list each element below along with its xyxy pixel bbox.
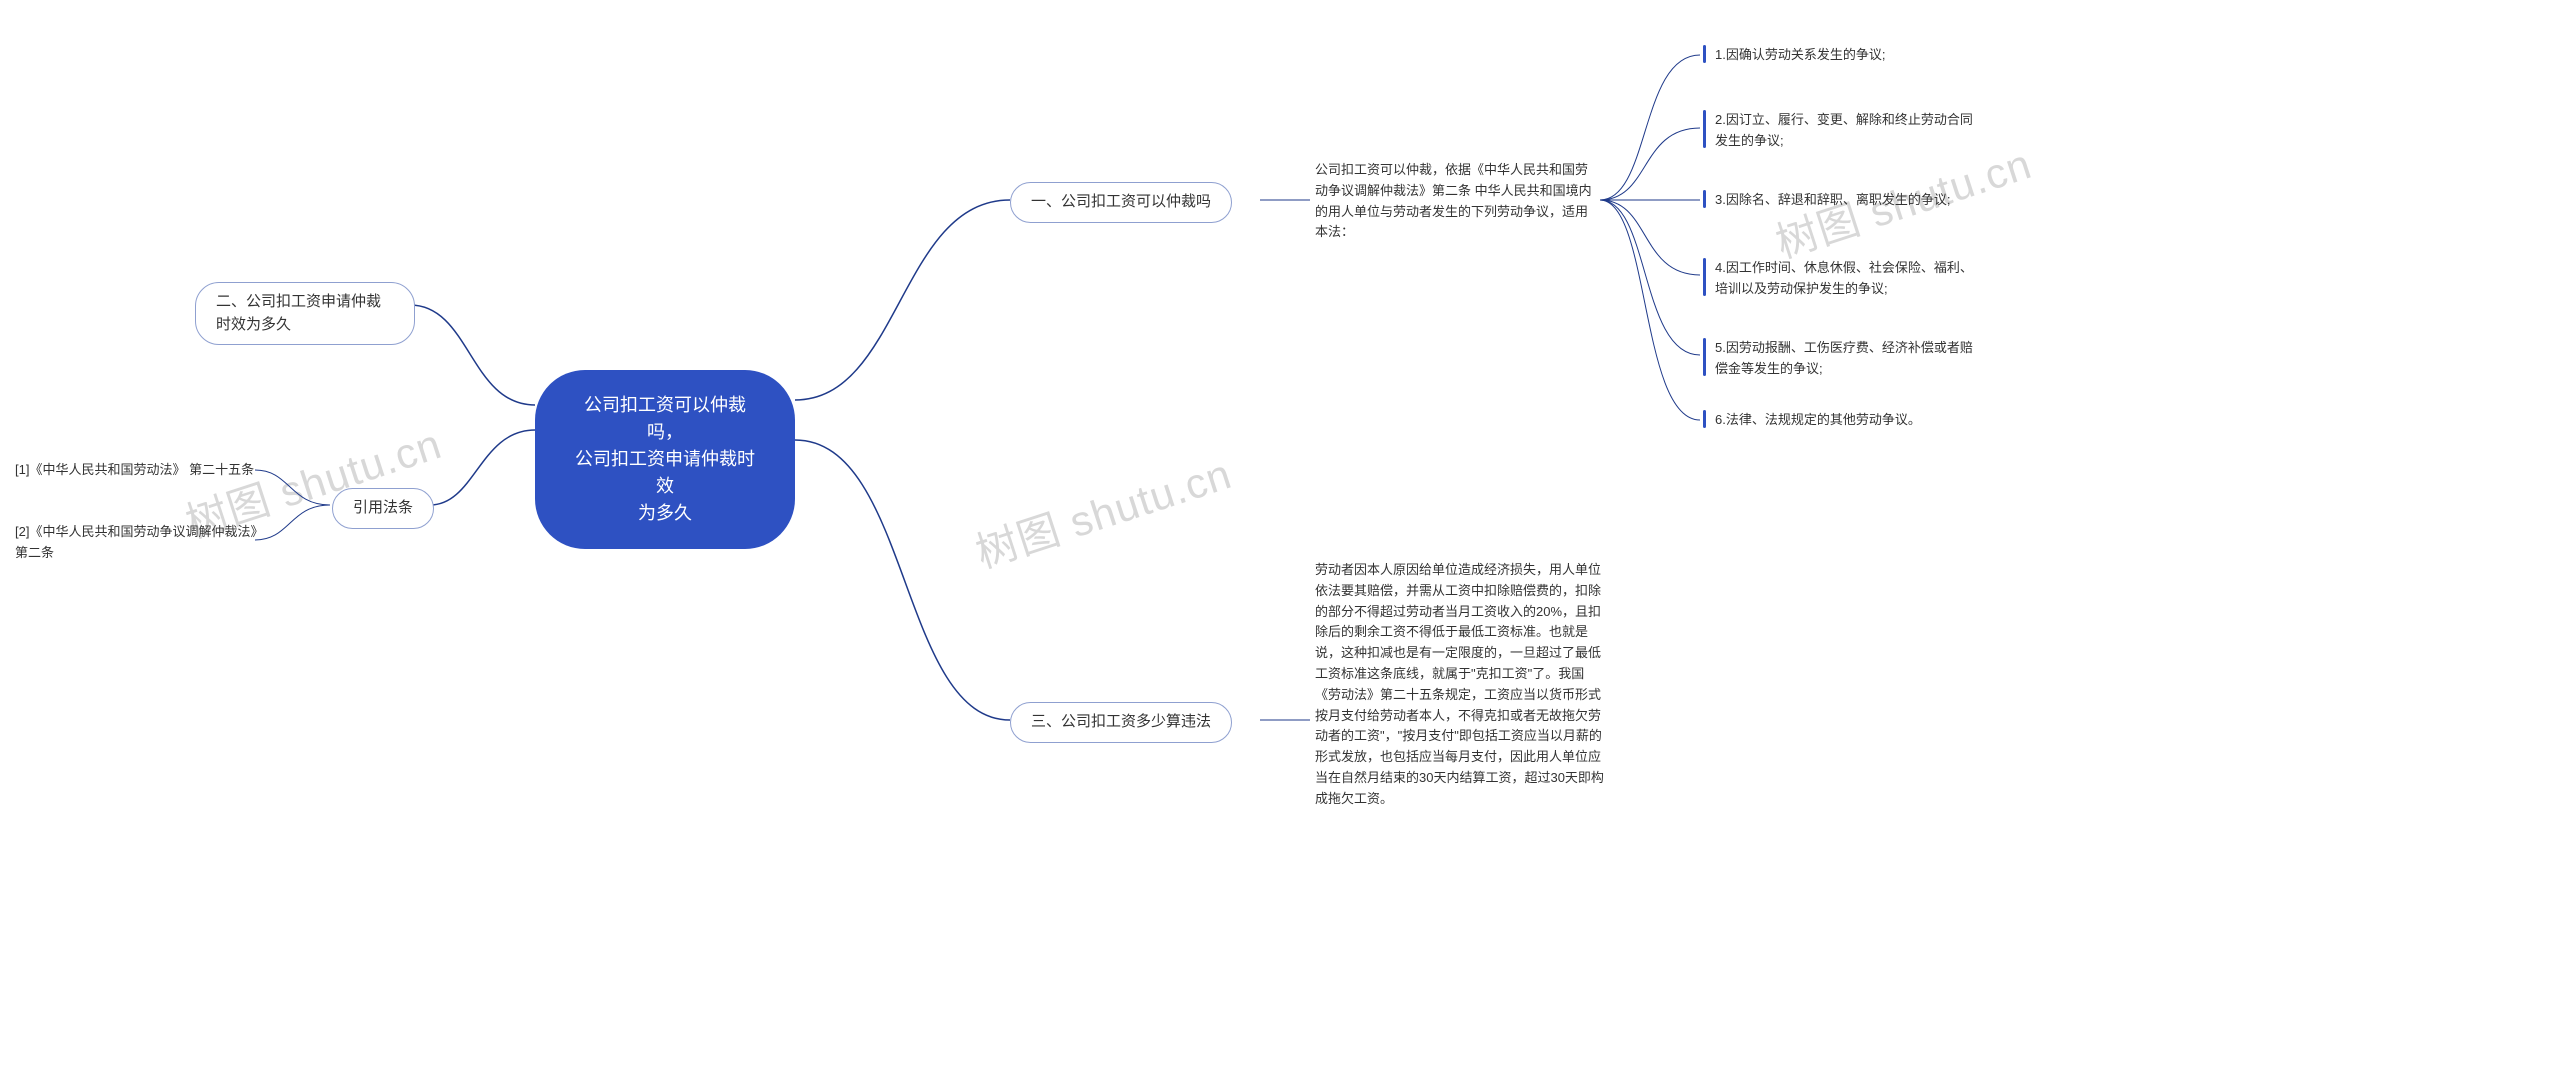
accent-bar bbox=[1703, 258, 1706, 296]
accent-bar bbox=[1703, 410, 1706, 428]
leaf-1-2: 2.因订立、履行、变更、解除和终止劳动合同发生的争议; bbox=[1715, 110, 1975, 152]
center-line-1: 公司扣工资可以仲裁吗， bbox=[573, 392, 757, 446]
branch-left-refs: 引用法条 bbox=[332, 488, 434, 529]
accent-bar bbox=[1703, 110, 1706, 148]
leaf-1-6: 6.法律、法规规定的其他劳动争议。 bbox=[1715, 410, 1921, 431]
leaf-1-1: 1.因确认劳动关系发生的争议; bbox=[1715, 45, 1885, 66]
watermark: 树图 shutu.cn bbox=[967, 440, 1238, 580]
accent-bar bbox=[1703, 338, 1706, 376]
accent-bar bbox=[1703, 190, 1706, 208]
branch-right-3-detail: 劳动者因本人原因给单位造成经济损失，用人单位依法要其赔偿，并需从工资中扣除赔偿费… bbox=[1315, 560, 1605, 810]
leaf-1-4: 4.因工作时间、休息休假、社会保险、福利、培训以及劳动保护发生的争议; bbox=[1715, 258, 1975, 300]
branch-right-3: 三、公司扣工资多少算违法 bbox=[1010, 702, 1232, 743]
branch-right-1: 一、公司扣工资可以仲裁吗 bbox=[1010, 182, 1232, 223]
center-line-2: 公司扣工资申请仲裁时效 bbox=[573, 446, 757, 500]
leaf-ref-2: [2]《中华人民共和国劳动争议调解仲裁法》第二条 bbox=[15, 522, 260, 564]
connectors bbox=[0, 0, 2560, 1067]
branch-left-2: 二、公司扣工资申请仲裁时效为多久 bbox=[195, 282, 415, 345]
center-line-3: 为多久 bbox=[573, 500, 757, 527]
leaf-1-3: 3.因除名、辞退和辞职、离职发生的争议; bbox=[1715, 190, 1950, 211]
leaf-ref-1: [1]《中华人民共和国劳动法》 第二十五条 bbox=[15, 460, 254, 481]
leaf-1-5: 5.因劳动报酬、工伤医疗费、经济补偿或者赔偿金等发生的争议; bbox=[1715, 338, 1975, 380]
accent-bar bbox=[1703, 45, 1706, 63]
center-node: 公司扣工资可以仲裁吗， 公司扣工资申请仲裁时效 为多久 bbox=[535, 370, 795, 549]
branch-right-1-detail: 公司扣工资可以仲裁，依据《中华人民共和国劳动争议调解仲裁法》第二条 中华人民共和… bbox=[1315, 160, 1595, 243]
